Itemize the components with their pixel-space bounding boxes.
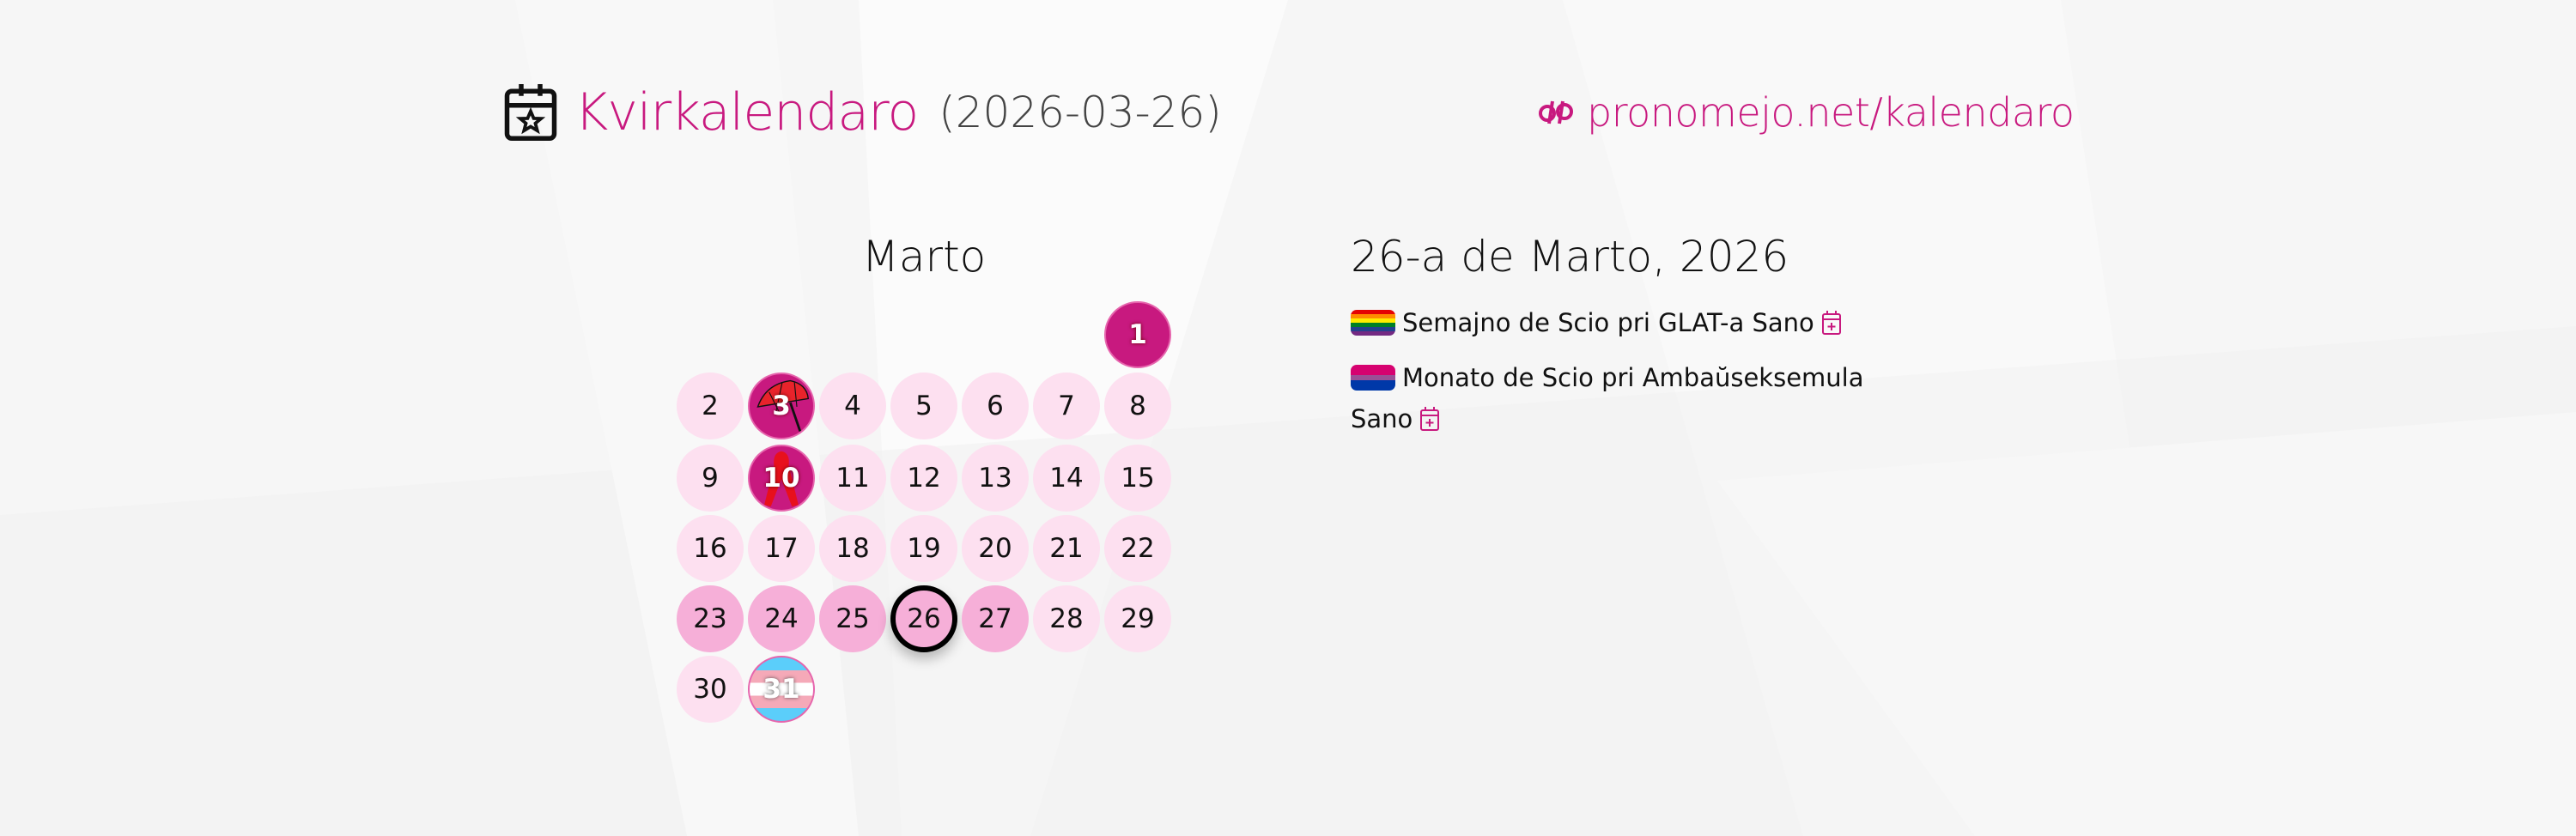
calendar-day[interactable]: 30 [677, 656, 744, 723]
day-number: 29 [1121, 603, 1155, 634]
day-number: 19 [907, 533, 941, 564]
day-number: 31 [762, 674, 800, 705]
day-number: 5 [915, 391, 933, 421]
day-number: 30 [693, 674, 727, 705]
event-item[interactable]: Semajno de Scio pri GLAT-a Sano [1351, 302, 1883, 343]
calendar-day[interactable]: 31 [748, 656, 815, 723]
day-number: 4 [844, 391, 861, 421]
calendar-day[interactable]: 25 [819, 585, 886, 652]
calendar-day[interactable]: 4 [819, 373, 886, 439]
calendar-day[interactable]: 23 [677, 585, 744, 652]
pronomejo-link[interactable]: pronomejo.net/kalendaro [1537, 89, 2075, 136]
day-number: 7 [1058, 391, 1075, 421]
event-label: Semajno de Scio pri GLAT-a Sano [1402, 308, 1814, 337]
calendar-day[interactable]: 7 [1033, 373, 1100, 439]
calendar-day[interactable]: 22 [1104, 515, 1171, 582]
day-number: 27 [978, 603, 1012, 634]
calendar-day[interactable]: 16 [677, 515, 744, 582]
day-number: 25 [835, 603, 870, 634]
day-number: 21 [1049, 533, 1084, 564]
calendar-day[interactable]: 20 [962, 515, 1029, 582]
calendar-day[interactable]: 2 [677, 373, 744, 439]
rainbow-flag-icon [1351, 310, 1395, 336]
day-number: 13 [978, 463, 1012, 494]
calendar-day[interactable]: 1 [1104, 301, 1171, 368]
umbrella-icon [756, 379, 810, 432]
link-text: pronomejo.net/kalendaro [1587, 89, 2075, 136]
day-number: 28 [1049, 603, 1084, 634]
calendar-star-icon [504, 84, 557, 141]
day-number: 16 [693, 533, 727, 564]
calendar-day[interactable]: 12 [890, 445, 957, 512]
calendar-day[interactable]: 19 [890, 515, 957, 582]
calendar-day[interactable]: 8 [1104, 373, 1171, 439]
day-number: 12 [907, 463, 941, 494]
day-number: 6 [987, 391, 1004, 421]
calendar-day[interactable]: 14 [1033, 445, 1100, 512]
day-number: 15 [1121, 463, 1155, 494]
calendar-day[interactable]: 27 [962, 585, 1029, 652]
calendar-day[interactable]: 9 [677, 445, 744, 512]
day-number: 2 [702, 391, 719, 421]
day-number: 11 [835, 463, 870, 494]
day-number: 26 [907, 603, 941, 634]
calendar-day[interactable]: 13 [962, 445, 1029, 512]
calendar-day[interactable]: 21 [1033, 515, 1100, 582]
calendar-day[interactable]: 18 [819, 515, 886, 582]
red-ribbon-icon [764, 451, 799, 507]
selected-day-title: 26-a de Marto, 2026 [1351, 232, 1789, 282]
app-title: Kvirkalendaro [574, 82, 919, 142]
calendar-day[interactable]: 5 [890, 373, 957, 439]
day-number: 23 [693, 603, 727, 634]
calendar-day[interactable]: 15 [1104, 445, 1171, 512]
add-to-calendar-icon[interactable] [1419, 406, 1440, 432]
day-number: 3 [772, 391, 791, 421]
day-number: 14 [1049, 463, 1084, 494]
event-label: Monato de Scio pri Ambaŭseksemula Sano [1351, 363, 1864, 433]
day-number: 10 [762, 463, 800, 494]
calendar-day[interactable]: 29 [1104, 585, 1171, 652]
day-number: 9 [702, 463, 719, 494]
day-number: 18 [835, 533, 870, 564]
pronomejo-logo-icon [1539, 100, 1573, 124]
month-title: Marto [861, 232, 987, 282]
calendar-day[interactable]: 3 [748, 373, 815, 439]
day-number: 20 [978, 533, 1012, 564]
calendar-day-today[interactable]: 26 [890, 585, 957, 652]
day-number: 17 [764, 533, 799, 564]
day-number: 8 [1129, 391, 1146, 421]
add-to-calendar-icon[interactable] [1821, 310, 1842, 336]
calendar-day[interactable]: 10 [748, 445, 815, 512]
calendar-day[interactable]: 11 [819, 445, 886, 512]
day-number: 24 [764, 603, 799, 634]
calendar-day[interactable]: 6 [962, 373, 1029, 439]
event-item[interactable]: Monato de Scio pri Ambaŭseksemula Sano [1351, 357, 1883, 439]
day-number: 22 [1121, 533, 1155, 564]
current-date: (2026-03-26) [939, 88, 1222, 137]
calendar-day[interactable]: 28 [1033, 585, 1100, 652]
bisexual-flag-icon [1351, 365, 1395, 391]
calendar-day[interactable]: 17 [748, 515, 815, 582]
day-number: 1 [1128, 319, 1147, 350]
header-title: Kvirkalendaro (2026-03-26) [502, 82, 1222, 143]
calendar-day[interactable]: 24 [748, 585, 815, 652]
